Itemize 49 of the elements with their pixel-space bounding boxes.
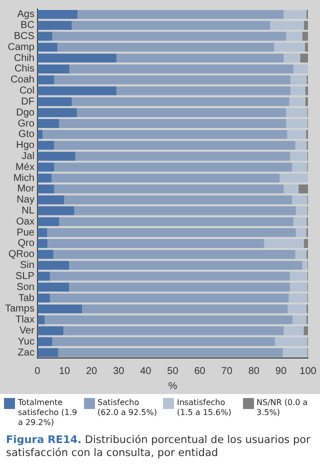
- y-tick-label: Tlax: [16, 314, 34, 326]
- y-tick-label: Mor: [17, 184, 36, 195]
- x-tick-label: 30: [113, 366, 125, 377]
- y-tick-label: Gro: [18, 118, 35, 130]
- y-tick-label: Ver: [19, 325, 36, 336]
- x-tick-label: 20: [86, 366, 98, 377]
- y-tick-label: BCS: [14, 31, 35, 42]
- y-tick-label: Mich: [13, 172, 34, 184]
- y-tick-label: Chih: [14, 52, 34, 64]
- y-tick-label: Camp: [8, 42, 35, 53]
- y-tick-label: Zac: [18, 347, 34, 358]
- y-tick-label: Tamps: [5, 304, 34, 315]
- legend-label: Insatisfecho (1.5 a 15.6%): [177, 398, 232, 418]
- y-tick-label: Hgo: [16, 140, 35, 152]
- y-tick-label: Pue: [16, 227, 35, 238]
- y-tick-label: Sin: [20, 260, 34, 272]
- y-tick-label: Yuc: [18, 336, 34, 348]
- x-tick-label: 0: [34, 366, 41, 377]
- y-tick-label: SLP: [16, 270, 35, 282]
- text: Figura RE14. Distribución porcentual de los usuarios por satisfacción con la consulta, por entidad: [5, 433, 312, 460]
- y-tick-label: Ags: [17, 9, 34, 20]
- y-tick-label: Oax: [16, 216, 34, 228]
- legend-label: Satisfecho (62.0 a 92.5%): [98, 398, 157, 418]
- y-tick-label: QRoo: [8, 249, 35, 260]
- y-tick-label: Gto: [18, 129, 35, 140]
- y-tick-label: Col: [19, 86, 34, 97]
- y-tick-label: Jal: [22, 150, 34, 162]
- x-tick-label: 60: [194, 366, 206, 377]
- y-tick-label: Qro: [18, 238, 35, 250]
- y-tick-label: Coah: [10, 74, 34, 86]
- x-tick-label: 80: [248, 366, 260, 377]
- y-tick-label: Chis: [14, 64, 34, 75]
- x-tick-label: 70: [221, 366, 233, 377]
- y-tick-label: BC: [20, 20, 34, 32]
- y-tick-label: DF: [21, 96, 34, 108]
- y-tick-label: Son: [16, 282, 34, 293]
- legend-label: Totalmente satisfecho (1.9 a 29.2%): [18, 398, 78, 428]
- y-tick-label: Tab: [18, 292, 35, 304]
- y-tick-label: NL: [22, 206, 35, 217]
- x-tick-label: 10: [58, 366, 71, 377]
- legend-label: NS/NR (0.0 a 3.5%): [256, 398, 309, 418]
- x-axis-title: %: [168, 380, 178, 392]
- x-tick-label: 40: [140, 366, 152, 377]
- x-tick-label: 90: [275, 366, 287, 377]
- x-tick-label: 50: [167, 366, 179, 377]
- y-tick-label: Dgo: [16, 107, 35, 118]
- y-tick-label: Nay: [16, 194, 34, 206]
- x-tick-label: 100: [300, 366, 317, 377]
- y-tick-label: Méx: [16, 162, 34, 173]
